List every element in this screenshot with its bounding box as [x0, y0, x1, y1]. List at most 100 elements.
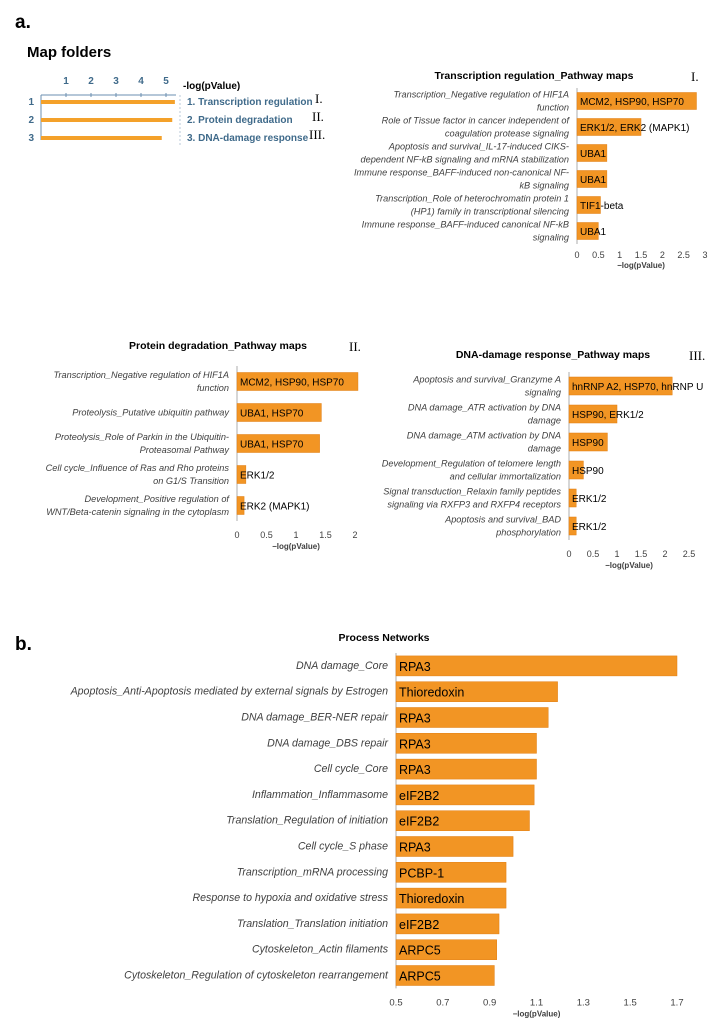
x-tick-label: 1.7	[670, 997, 683, 1008]
bar-data-label: RPA3	[399, 737, 431, 751]
process-networks-chart: Process Networks DNA damage_Core RPA3 Apopt…	[70, 632, 684, 1018]
category-label: Apoptosis and survival_Granzyme A	[412, 375, 561, 385]
category-label: Role of Tissue factor in cancer independ…	[382, 116, 571, 126]
x-tick-label: 1.5	[635, 549, 648, 559]
bar-data-label: UBA1	[580, 175, 607, 186]
bar-data-label: eIF2B2	[399, 815, 439, 829]
bar	[395, 784, 535, 806]
x-tick-label: 2	[660, 250, 665, 260]
map-folders-roman: I.	[315, 91, 323, 106]
bar-data-label: ARPC5	[399, 970, 441, 984]
chart-roman-label: I.	[691, 69, 699, 84]
category-label: Development_Positive regulation of	[84, 494, 230, 504]
bar	[576, 196, 601, 214]
category-label: Translation_Regulation of initiation	[226, 815, 388, 827]
bar	[236, 434, 320, 453]
category-label: Response to hypoxia and oxidative stress	[192, 892, 388, 904]
x-tick-label: 1.3	[577, 997, 590, 1008]
category-label: signaling	[525, 388, 562, 398]
bar	[236, 465, 247, 484]
x-tick-label: 2.5	[683, 549, 696, 559]
bar	[395, 862, 507, 883]
panel-letter-a: a.	[15, 12, 31, 33]
bar	[395, 733, 537, 754]
x-axis-label: −log(pValue)	[513, 1009, 561, 1018]
category-label: damage	[528, 444, 561, 454]
bar-data-label: RPA3	[399, 841, 431, 855]
category-label: Proteasomal Pathway	[140, 445, 231, 455]
map-folders-roman: III.	[309, 127, 325, 142]
bar-data-label: MCM2, HSP90, HSP70	[580, 97, 684, 108]
map-folders-tick-label: 3	[113, 76, 119, 87]
bar	[568, 432, 608, 452]
panel-letter-b: b.	[15, 634, 32, 655]
transcription-regulation-chart: Transcription regulation_Pathway maps I. T…	[354, 69, 708, 270]
chart-title: Protein degradation_Pathway maps	[129, 340, 307, 352]
bar-data-label: Thioredoxin	[399, 686, 464, 700]
bar	[576, 144, 608, 162]
x-tick-label: 0.5	[389, 997, 402, 1008]
map-folders-bar	[41, 136, 162, 140]
bar-data-label: ERK2 (MAPK1)	[240, 502, 309, 513]
x-tick-label: 2	[352, 530, 357, 540]
x-tick-label: 0.7	[436, 997, 449, 1008]
x-tick-label: 0.5	[260, 530, 273, 540]
chart-title: DNA-damage response_Pathway maps	[456, 349, 650, 361]
x-axis-label: −log(pValue)	[272, 542, 320, 551]
bar	[395, 681, 558, 702]
x-tick-label: 0	[234, 530, 239, 540]
category-label: Transcription_Role of heterochromatin pr…	[375, 194, 569, 204]
bar	[568, 488, 577, 508]
bar-data-label: RPA3	[399, 712, 431, 726]
bar	[395, 965, 495, 986]
category-label: function	[537, 103, 569, 113]
x-axis-label: −log(pValue)	[617, 261, 665, 270]
x-tick-label: 0.9	[483, 997, 496, 1008]
bar-data-label: ERK1/2	[572, 494, 607, 505]
category-label: DNA damage_ATM activation by DNA	[407, 431, 561, 441]
bar-data-label: ARPC5	[399, 944, 441, 958]
map-folders-tick-label: 5	[163, 76, 169, 87]
category-label: kB signaling	[519, 181, 569, 191]
bar	[568, 460, 584, 480]
map-folders-tick-label: 4	[138, 76, 144, 87]
bar	[236, 496, 245, 515]
chart-roman-label: III.	[689, 348, 705, 363]
category-label: Signal transduction_Relaxin family pepti…	[383, 487, 561, 497]
bar-data-label: hnRNP A2, HSP70, hnRNP U	[572, 382, 703, 393]
category-label: on G1/S Transition	[153, 476, 229, 486]
bar-data-label: HSP90, ERK1/2	[572, 410, 644, 421]
bar-data-label: MCM2, HSP90, HSP70	[240, 378, 344, 389]
bar-data-label: UBA1	[580, 227, 607, 238]
map-folders-tick-label: 1	[63, 76, 69, 87]
bar	[568, 404, 618, 424]
bar-data-label: UBA1, HSP70	[240, 409, 304, 420]
bar-data-label: Thioredoxin	[399, 892, 464, 906]
bar	[236, 372, 359, 391]
category-label: Cell cycle_Core	[314, 763, 388, 775]
category-label: DNA damage_BER-NER repair	[241, 712, 388, 724]
map-folders-row-index: 1	[28, 97, 34, 108]
category-label: and cellular immortalization	[450, 472, 561, 482]
map-folders-row-label: 3. DNA-damage response	[187, 133, 309, 144]
bar-data-label: UBA1, HSP70	[240, 440, 304, 451]
x-tick-label: 3	[702, 250, 707, 260]
bar-data-label: eIF2B2	[399, 789, 439, 803]
bar	[395, 810, 530, 831]
map-folders-chart: Map folders -log(pValue) 1 2 3 4 5 1 1. Transc…	[27, 44, 325, 146]
category-label: Cytoskeleton_Regulation of cytoskeleton …	[124, 970, 389, 982]
bar	[576, 170, 608, 188]
category-label: phosphorylation	[495, 528, 561, 538]
bar-data-label: ERK1/2	[572, 522, 607, 533]
category-label: Proteolysis_Putative ubiquitin pathway	[72, 408, 230, 418]
map-folders-row-index: 2	[28, 115, 34, 126]
bar	[576, 222, 599, 240]
category-label: Cytoskeleton_Actin filaments	[252, 944, 389, 956]
map-folders-row-label: 2. Protein degradation	[187, 115, 293, 126]
bar	[395, 913, 500, 935]
category-label: Apoptosis and survival_IL-17-induced CIK…	[388, 142, 569, 152]
category-label: Proteolysis_Role of Parkin in the Ubiqui…	[55, 432, 229, 442]
map-folders-axis-label: -log(pValue)	[183, 81, 240, 92]
bar	[395, 655, 678, 677]
category-label: signaling	[533, 233, 570, 243]
